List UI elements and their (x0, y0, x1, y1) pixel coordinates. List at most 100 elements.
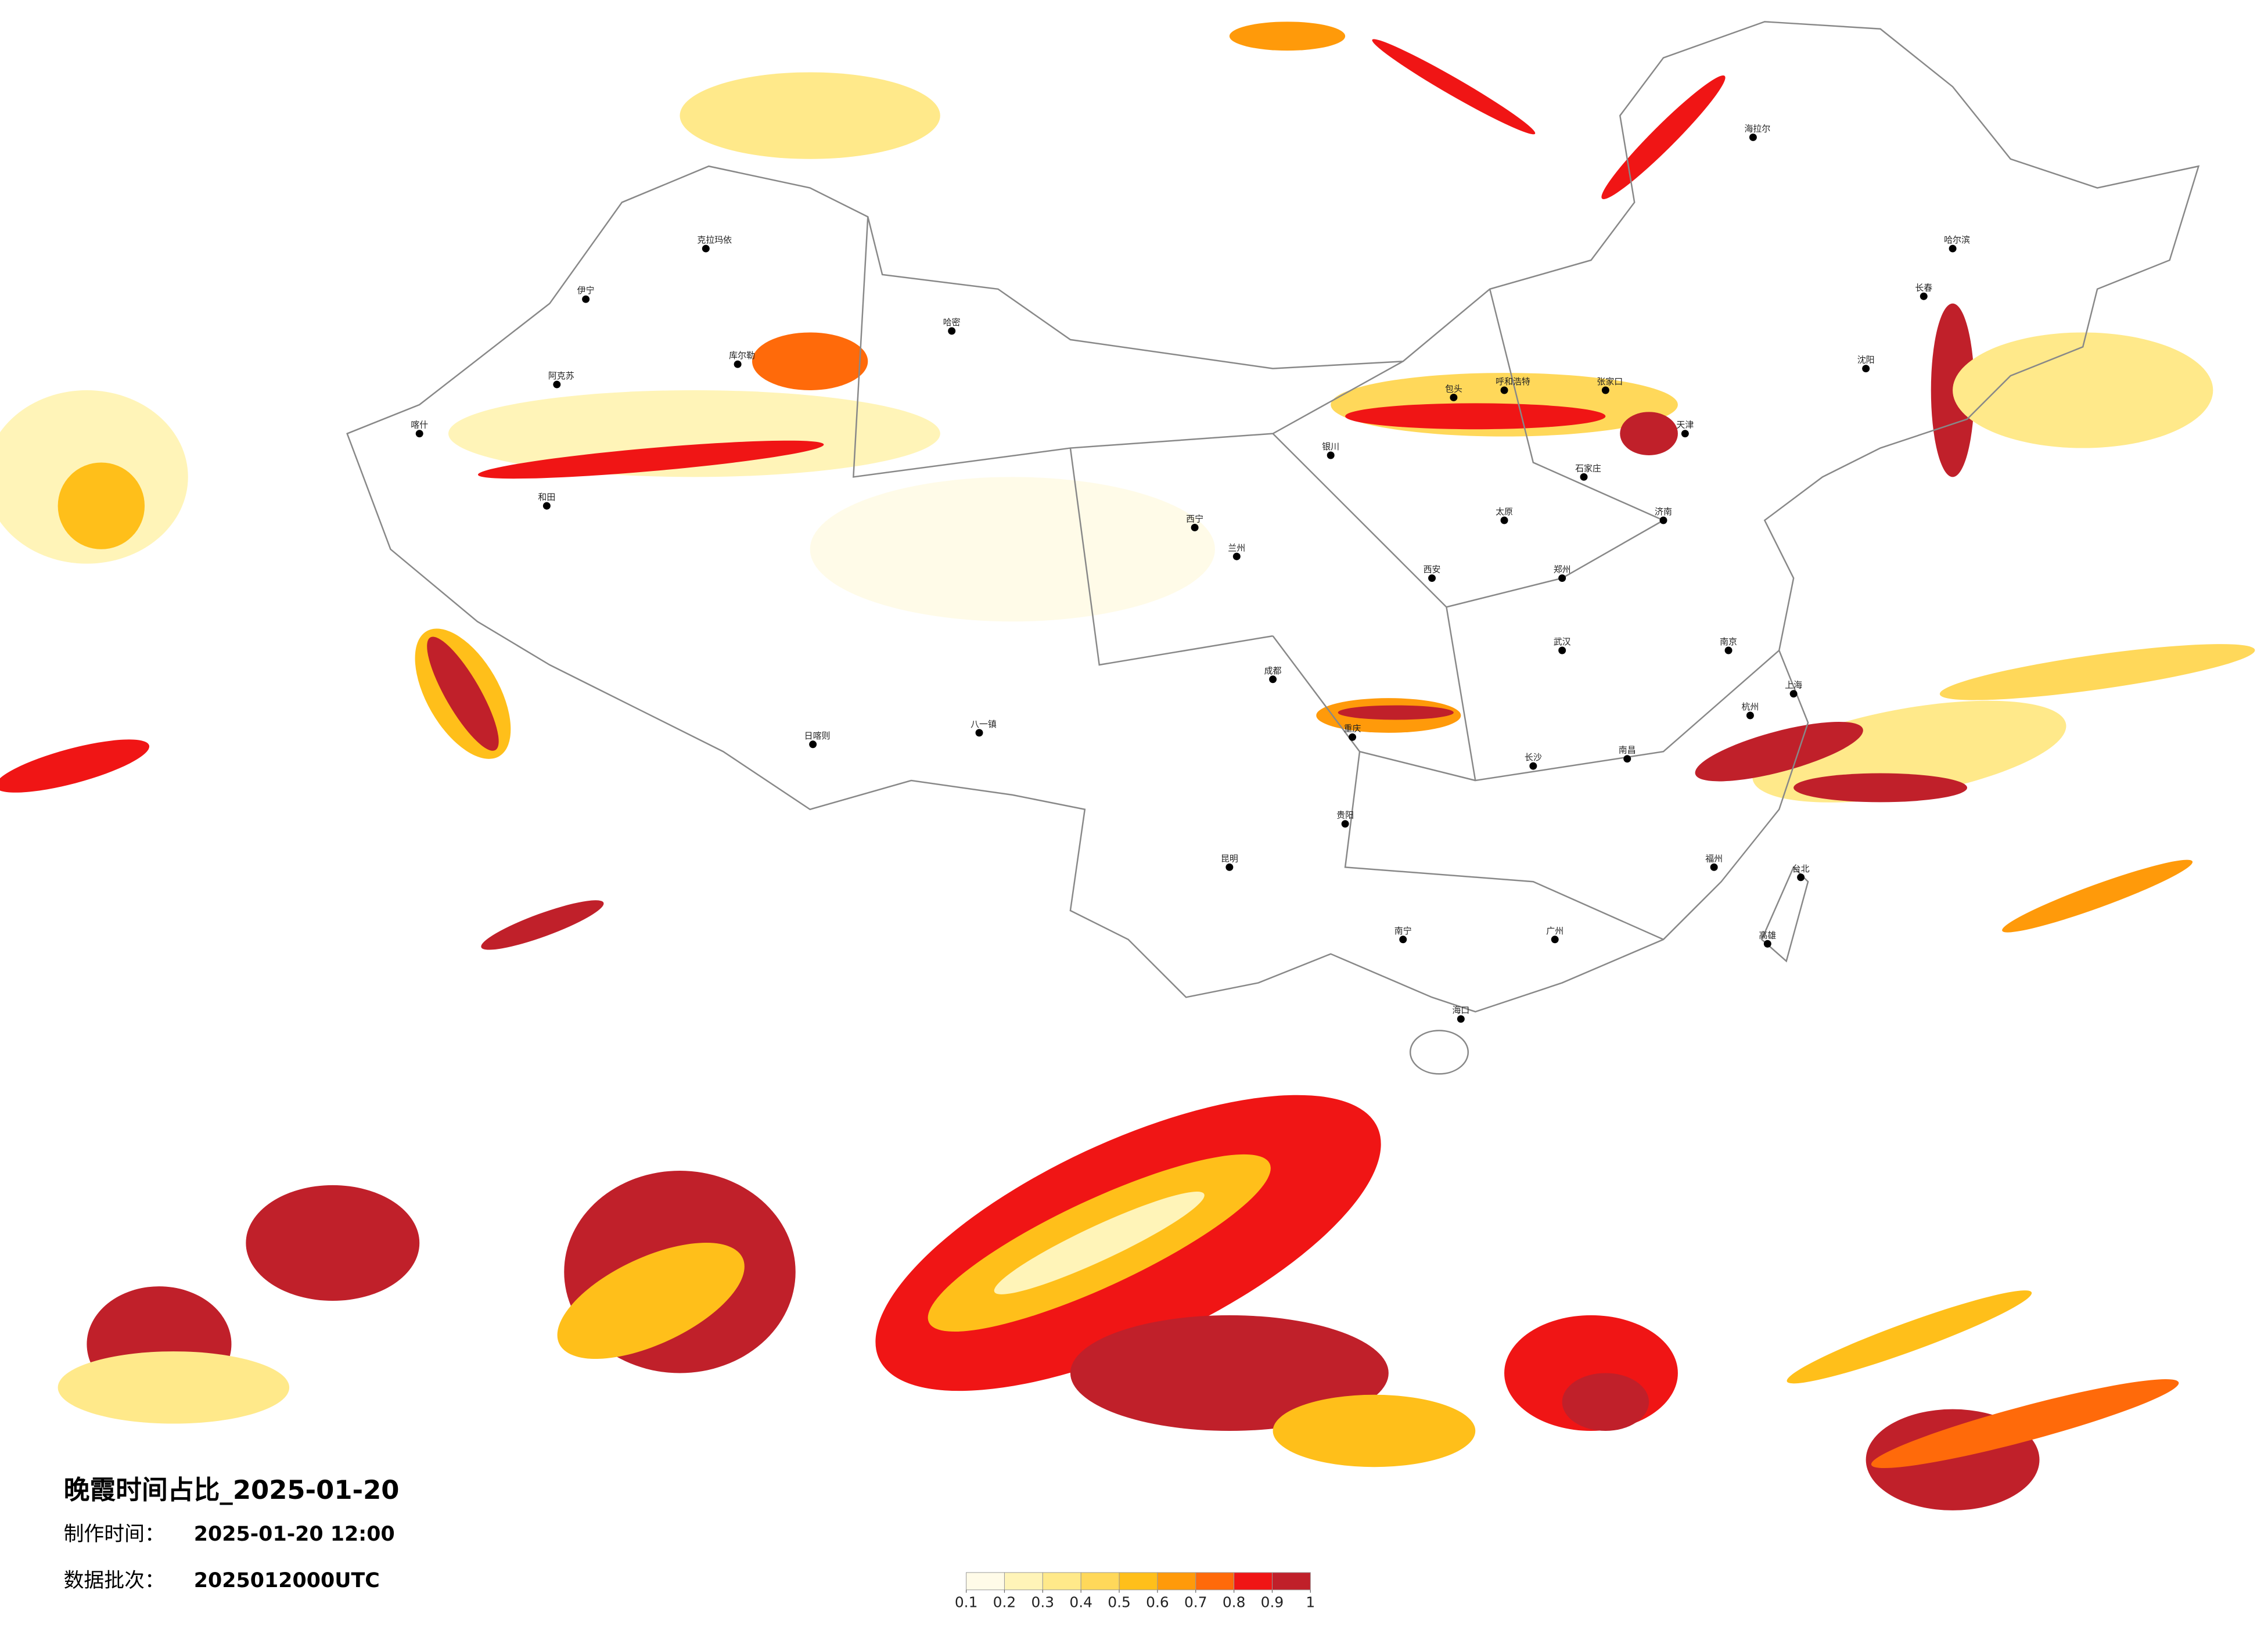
heat-blob (477, 440, 824, 479)
heat-layer (0, 21, 2255, 1510)
city-label: 呼和浩特 (1496, 376, 1530, 387)
city-label: 贵阳 (1336, 810, 1354, 821)
heat-blob (1695, 721, 1863, 782)
city-label: 昆明 (1221, 853, 1238, 864)
city-label: 银川 (1322, 441, 1339, 452)
city-dot (702, 244, 710, 253)
city-label: 杭州 (1741, 702, 1759, 712)
city-dot (1601, 386, 1609, 394)
heat-blob (448, 390, 940, 477)
city-dot (1763, 940, 1771, 948)
city-dot (1327, 451, 1335, 459)
city-label: 天津 (1676, 420, 1694, 430)
city-label: 包头 (1445, 383, 1462, 394)
city-dot (1659, 516, 1667, 524)
city-dot (1349, 733, 1357, 741)
city-label: 南京 (1720, 636, 1737, 647)
city-label: 阿克苏 (548, 370, 574, 381)
heat-blob (481, 900, 604, 950)
city-label: 兰州 (1228, 542, 1245, 553)
heat-blob (0, 739, 150, 793)
city-label: 张家口 (1597, 376, 1623, 387)
heat-blob (1871, 1379, 2179, 1469)
city-dot (1269, 675, 1277, 684)
heat-blob (427, 636, 499, 751)
heat-blob (1345, 403, 1606, 430)
colorbar: 0.1 0.2 0.3 0.4 0.5 0.6 0.7 0.8 0.9 1 (955, 1572, 1315, 1611)
colorbar-tick-label: 0.2 (993, 1594, 1016, 1611)
heat-blob (1787, 1290, 2032, 1384)
city-label: 长春 (1915, 282, 1932, 293)
city-dot (582, 295, 590, 303)
heat-blob (1372, 39, 1536, 135)
city-label: 重庆 (1344, 723, 1361, 733)
colorbar-tick-label: 0.3 (1031, 1594, 1055, 1611)
city-dot (1710, 863, 1718, 871)
heat-blob (557, 1242, 745, 1359)
colorbar-swatch (1119, 1572, 1158, 1591)
city-dot (1450, 393, 1458, 401)
city-dot (1551, 936, 1559, 944)
colorbar-tick-label: 0.1 (955, 1594, 978, 1611)
heat-blob (1601, 75, 1726, 199)
heat-blob (1273, 1394, 1476, 1467)
city-dot (1529, 762, 1537, 770)
city-label: 库尔勒 (729, 350, 755, 361)
colorbar-tick-label: 0.4 (1069, 1594, 1092, 1611)
city-dot (1399, 936, 1407, 944)
heat-blob (810, 477, 1215, 622)
city-label: 日喀则 (804, 731, 831, 741)
made-time: 2025-01-20 12:00 (194, 1523, 395, 1546)
colorbar-swatch (1080, 1572, 1120, 1591)
city-dot (1232, 552, 1241, 560)
city-label: 台北 (1792, 864, 1810, 874)
city-label: 福州 (1705, 853, 1723, 864)
colorbar-tick-label: 0.6 (1146, 1594, 1169, 1611)
city-dot (1949, 244, 1957, 253)
heat-blob (1338, 705, 1454, 720)
heat-blob (680, 72, 940, 159)
city-label: 南昌 (1619, 745, 1636, 756)
city-label: 广州 (1546, 926, 1563, 936)
city-dot (1558, 646, 1566, 654)
city-dot (415, 430, 423, 438)
heat-blob (1793, 773, 1967, 803)
heat-blob (1939, 644, 2255, 700)
city-dot (1749, 133, 1757, 141)
colorbar-swatch (1157, 1572, 1196, 1591)
city-dot (1797, 873, 1805, 882)
heat-blob (246, 1185, 420, 1301)
city-label: 石家庄 (1575, 463, 1601, 473)
heat-blob (1953, 332, 2213, 448)
colorbar-tick-label: 1 (1306, 1594, 1315, 1611)
city-label: 克拉玛依 (697, 235, 732, 245)
city-dot (1500, 516, 1508, 524)
city-dot (1724, 646, 1733, 654)
title: 晚霞时间占比_2025-01-20 (64, 1474, 400, 1505)
city-label: 哈密 (943, 317, 961, 328)
city-label: 济南 (1655, 506, 1672, 517)
colorbar-swatch (1234, 1572, 1273, 1591)
colorbar-tick-label: 0.9 (1261, 1594, 1284, 1611)
heat-blob (57, 462, 145, 549)
heat-blob (994, 1192, 1205, 1294)
city-dot (1457, 1015, 1465, 1023)
colorbar-swatch (1271, 1572, 1311, 1591)
city-label: 八一镇 (971, 719, 997, 729)
city-dot (1862, 365, 1870, 373)
city-dot (1623, 755, 1631, 763)
colorbar-swatch (966, 1572, 1005, 1591)
city-dot (975, 729, 983, 737)
city-dot (1225, 863, 1234, 871)
city-label: 西安 (1424, 564, 1441, 575)
city-dot (734, 360, 742, 368)
city-dot (1191, 523, 1199, 531)
colorbar-swatch (1004, 1572, 1043, 1591)
city-label: 武汉 (1554, 636, 1571, 647)
batch-label: 数据批次： (64, 1569, 165, 1592)
city-label: 郑州 (1554, 564, 1571, 575)
city-label: 南宁 (1394, 926, 1412, 936)
